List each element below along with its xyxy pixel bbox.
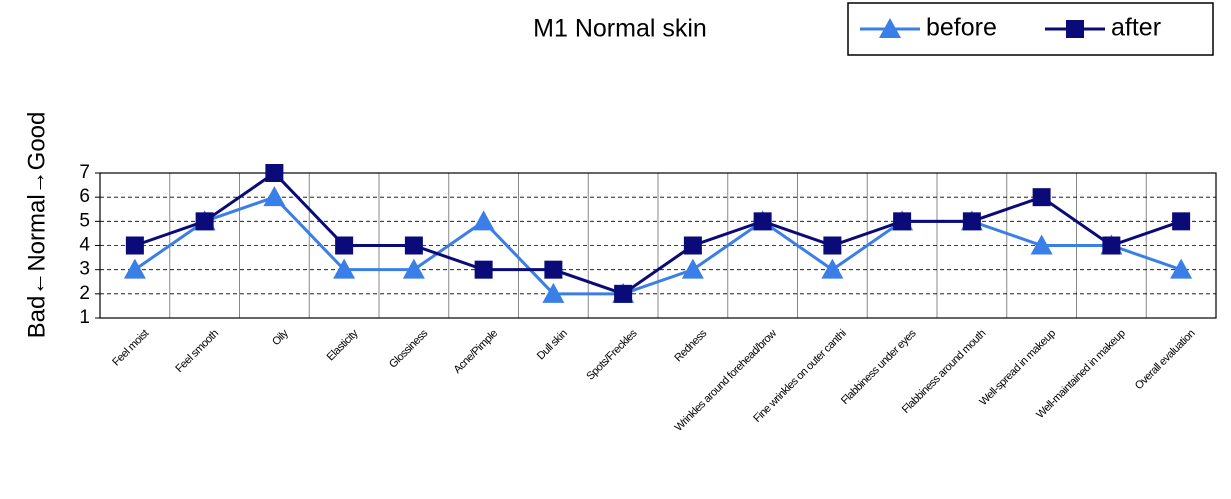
y-tick-label: 6 — [79, 186, 90, 207]
x-tick-label: Spots/Freckles — [584, 327, 640, 383]
x-tick-label: Dull skin — [535, 327, 570, 362]
point — [821, 258, 844, 279]
x-tick-label: Overall evaluation — [1133, 327, 1198, 392]
point — [195, 212, 214, 231]
point — [402, 258, 425, 279]
point — [335, 236, 354, 255]
y-tick-label: 3 — [79, 259, 90, 280]
point — [333, 258, 356, 279]
plot-border — [99, 172, 1217, 319]
point — [683, 236, 702, 255]
point — [472, 210, 495, 231]
point — [614, 284, 633, 303]
x-tick-label: Feel smooth — [173, 327, 221, 375]
y-tick-label: 2 — [79, 283, 90, 304]
legend-marker — [879, 18, 901, 38]
point — [265, 164, 284, 182]
point — [893, 212, 912, 231]
x-tick-label: Redness — [672, 327, 709, 364]
point — [823, 236, 842, 255]
series-line — [134, 195, 1182, 296]
point — [1172, 212, 1191, 231]
point — [681, 258, 704, 279]
point — [1032, 188, 1051, 207]
point — [1102, 236, 1121, 255]
point — [474, 260, 493, 279]
legend-label: before — [926, 14, 997, 42]
series-line — [134, 171, 1182, 296]
point — [1170, 258, 1193, 279]
y-axis-label: Bad←Normal→Good — [23, 112, 50, 339]
point — [753, 212, 772, 231]
point — [542, 282, 565, 303]
y-tick-label: 4 — [79, 235, 90, 256]
y-tick-label: 1 — [79, 307, 90, 328]
x-tick-label: Acne/Pimple — [452, 327, 501, 376]
y-tick-label: 5 — [79, 210, 90, 231]
point — [1030, 234, 1053, 255]
point — [962, 212, 981, 231]
point — [263, 186, 286, 207]
x-tick-label: Elasticity — [325, 327, 361, 363]
x-tick-label: Oily — [270, 327, 291, 348]
x-tick-label: Feel moist — [110, 327, 151, 368]
x-tick-label: Well-spread in makeup — [977, 327, 1058, 408]
point — [125, 236, 144, 255]
x-tick-label: Flabbiness under eyes — [839, 327, 919, 407]
point — [544, 260, 563, 279]
legend-label: after — [1111, 14, 1161, 42]
point — [123, 258, 146, 279]
chart-title: M1 Normal skin — [533, 15, 707, 43]
point — [404, 236, 423, 255]
x-tick-label: Glossiness — [387, 327, 431, 371]
legend-marker — [1066, 20, 1084, 38]
y-tick-label: 7 — [79, 162, 90, 183]
